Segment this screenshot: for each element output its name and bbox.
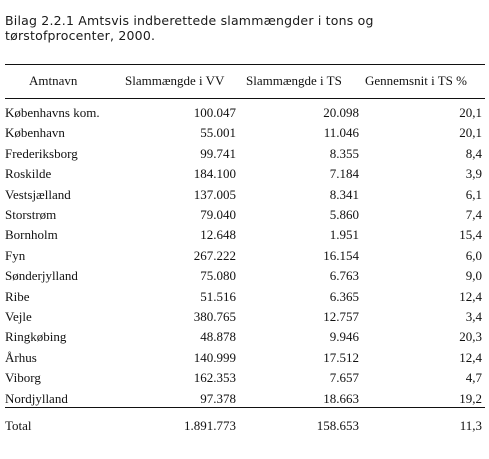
total-vv: 1.891.773: [184, 418, 236, 433]
cell-amt-name: Vestsjælland: [5, 186, 71, 202]
cell-amt-name: København: [5, 125, 65, 141]
cell-slam-vv: 97.378: [200, 390, 236, 406]
total-rule: [5, 407, 485, 408]
cell-amt-name: Fyn: [5, 247, 26, 263]
cell-slam-vv: 51.516: [200, 288, 236, 304]
cell-slam-ts: 17.512: [323, 349, 359, 365]
cell-gennemsnit-ts: 12,4: [459, 349, 482, 365]
cell-amt-name: Bornholm: [5, 227, 58, 243]
cell-slam-ts: 12.757: [323, 309, 359, 324]
cell-amt-name: Frederiksborg: [5, 145, 78, 161]
cell-amt-name: Københavns kom.: [5, 105, 100, 120]
cell-slam-vv: 137.005: [193, 186, 236, 202]
total-ts: 158.653: [316, 418, 359, 433]
header-slammaengde-vv: Slammængde i VV: [125, 73, 225, 88]
cell-amt-name: Roskilde: [5, 166, 52, 182]
cell-slam-ts: 6.365: [329, 288, 359, 304]
cell-slam-ts: 16.154: [323, 247, 359, 263]
total-label: Total: [5, 418, 32, 433]
cell-amt-name: Ribe: [5, 288, 30, 304]
cell-slam-ts: 11.046: [323, 125, 359, 141]
cell-slam-vv: 140.999: [193, 349, 236, 365]
cell-gennemsnit-ts: 20,1: [459, 125, 482, 141]
header-rule: [5, 98, 485, 99]
caption-line-2: tørstofprocenter, 2000.: [5, 28, 156, 43]
cell-gennemsnit-ts: 9,0: [465, 268, 482, 284]
cell-slam-vv: 162.353: [193, 370, 236, 386]
cell-gennemsnit-ts: 6,1: [465, 186, 482, 202]
caption-line-1: Bilag 2.2.1 Amtsvis indberettede slammæn…: [5, 13, 374, 28]
cell-amt-name: Viborg: [5, 370, 41, 386]
cell-gennemsnit-ts: 4,7: [465, 370, 482, 386]
cell-slam-ts: 1.951: [329, 227, 359, 243]
cell-slam-ts: 18.663: [323, 390, 359, 406]
total-pct: 11,3: [459, 418, 482, 433]
table-caption: Bilag 2.2.1 Amtsvis indberettede slammæn…: [5, 13, 485, 43]
cell-slam-vv: 184.100: [193, 166, 236, 182]
cell-slam-ts: 8.355: [329, 145, 359, 161]
cell-gennemsnit-ts: 7,4: [465, 207, 482, 222]
cell-slam-ts: 7.184: [329, 166, 359, 182]
cell-slam-ts: 7.657: [329, 370, 359, 386]
cell-slam-vv: 79.040: [200, 207, 236, 222]
cell-gennemsnit-ts: 3,4: [465, 309, 482, 324]
cell-amt-name: Storstrøm: [5, 207, 57, 222]
cell-amt-name: Vejle: [5, 309, 32, 324]
cell-gennemsnit-ts: 12,4: [459, 288, 482, 304]
cell-gennemsnit-ts: 3,9: [465, 166, 482, 182]
cell-slam-vv: 75.080: [200, 268, 236, 284]
cell-amt-name: Ringkøbing: [5, 329, 67, 345]
header-amtnavn: Amtnavn: [29, 73, 78, 88]
cell-gennemsnit-ts: 20,3: [459, 329, 482, 345]
cell-slam-ts: 5.860: [329, 207, 359, 222]
cell-gennemsnit-ts: 19,2: [459, 390, 482, 406]
top-rule: [5, 64, 485, 65]
cell-slam-ts: 8.341: [329, 186, 359, 202]
cell-amt-name: Nordjylland: [5, 390, 68, 406]
cell-slam-ts: 20.098: [323, 105, 359, 120]
cell-slam-vv: 99.741: [200, 145, 236, 161]
cell-gennemsnit-ts: 6,0: [465, 247, 482, 263]
cell-amt-name: Århus: [5, 349, 37, 365]
cell-slam-vv: 380.765: [193, 309, 236, 324]
cell-slam-vv: 100.047: [193, 105, 236, 120]
cell-gennemsnit-ts: 8,4: [465, 145, 482, 161]
cell-slam-ts: 6.763: [329, 268, 359, 284]
cell-slam-vv: 12.648: [200, 227, 236, 243]
cell-amt-name: Sønderjylland: [5, 268, 78, 284]
cell-gennemsnit-ts: 20,1: [459, 105, 482, 120]
header-gennemsnit-ts: Gennemsnit i TS %: [365, 73, 467, 88]
cell-slam-vv: 55.001: [200, 125, 236, 141]
cell-slam-vv: 267.222: [193, 247, 236, 263]
cell-slam-vv: 48.878: [200, 329, 236, 345]
header-slammaengde-ts: Slammængde i TS: [246, 73, 342, 88]
cell-gennemsnit-ts: 15,4: [459, 227, 482, 243]
cell-slam-ts: 9.946: [329, 329, 359, 345]
